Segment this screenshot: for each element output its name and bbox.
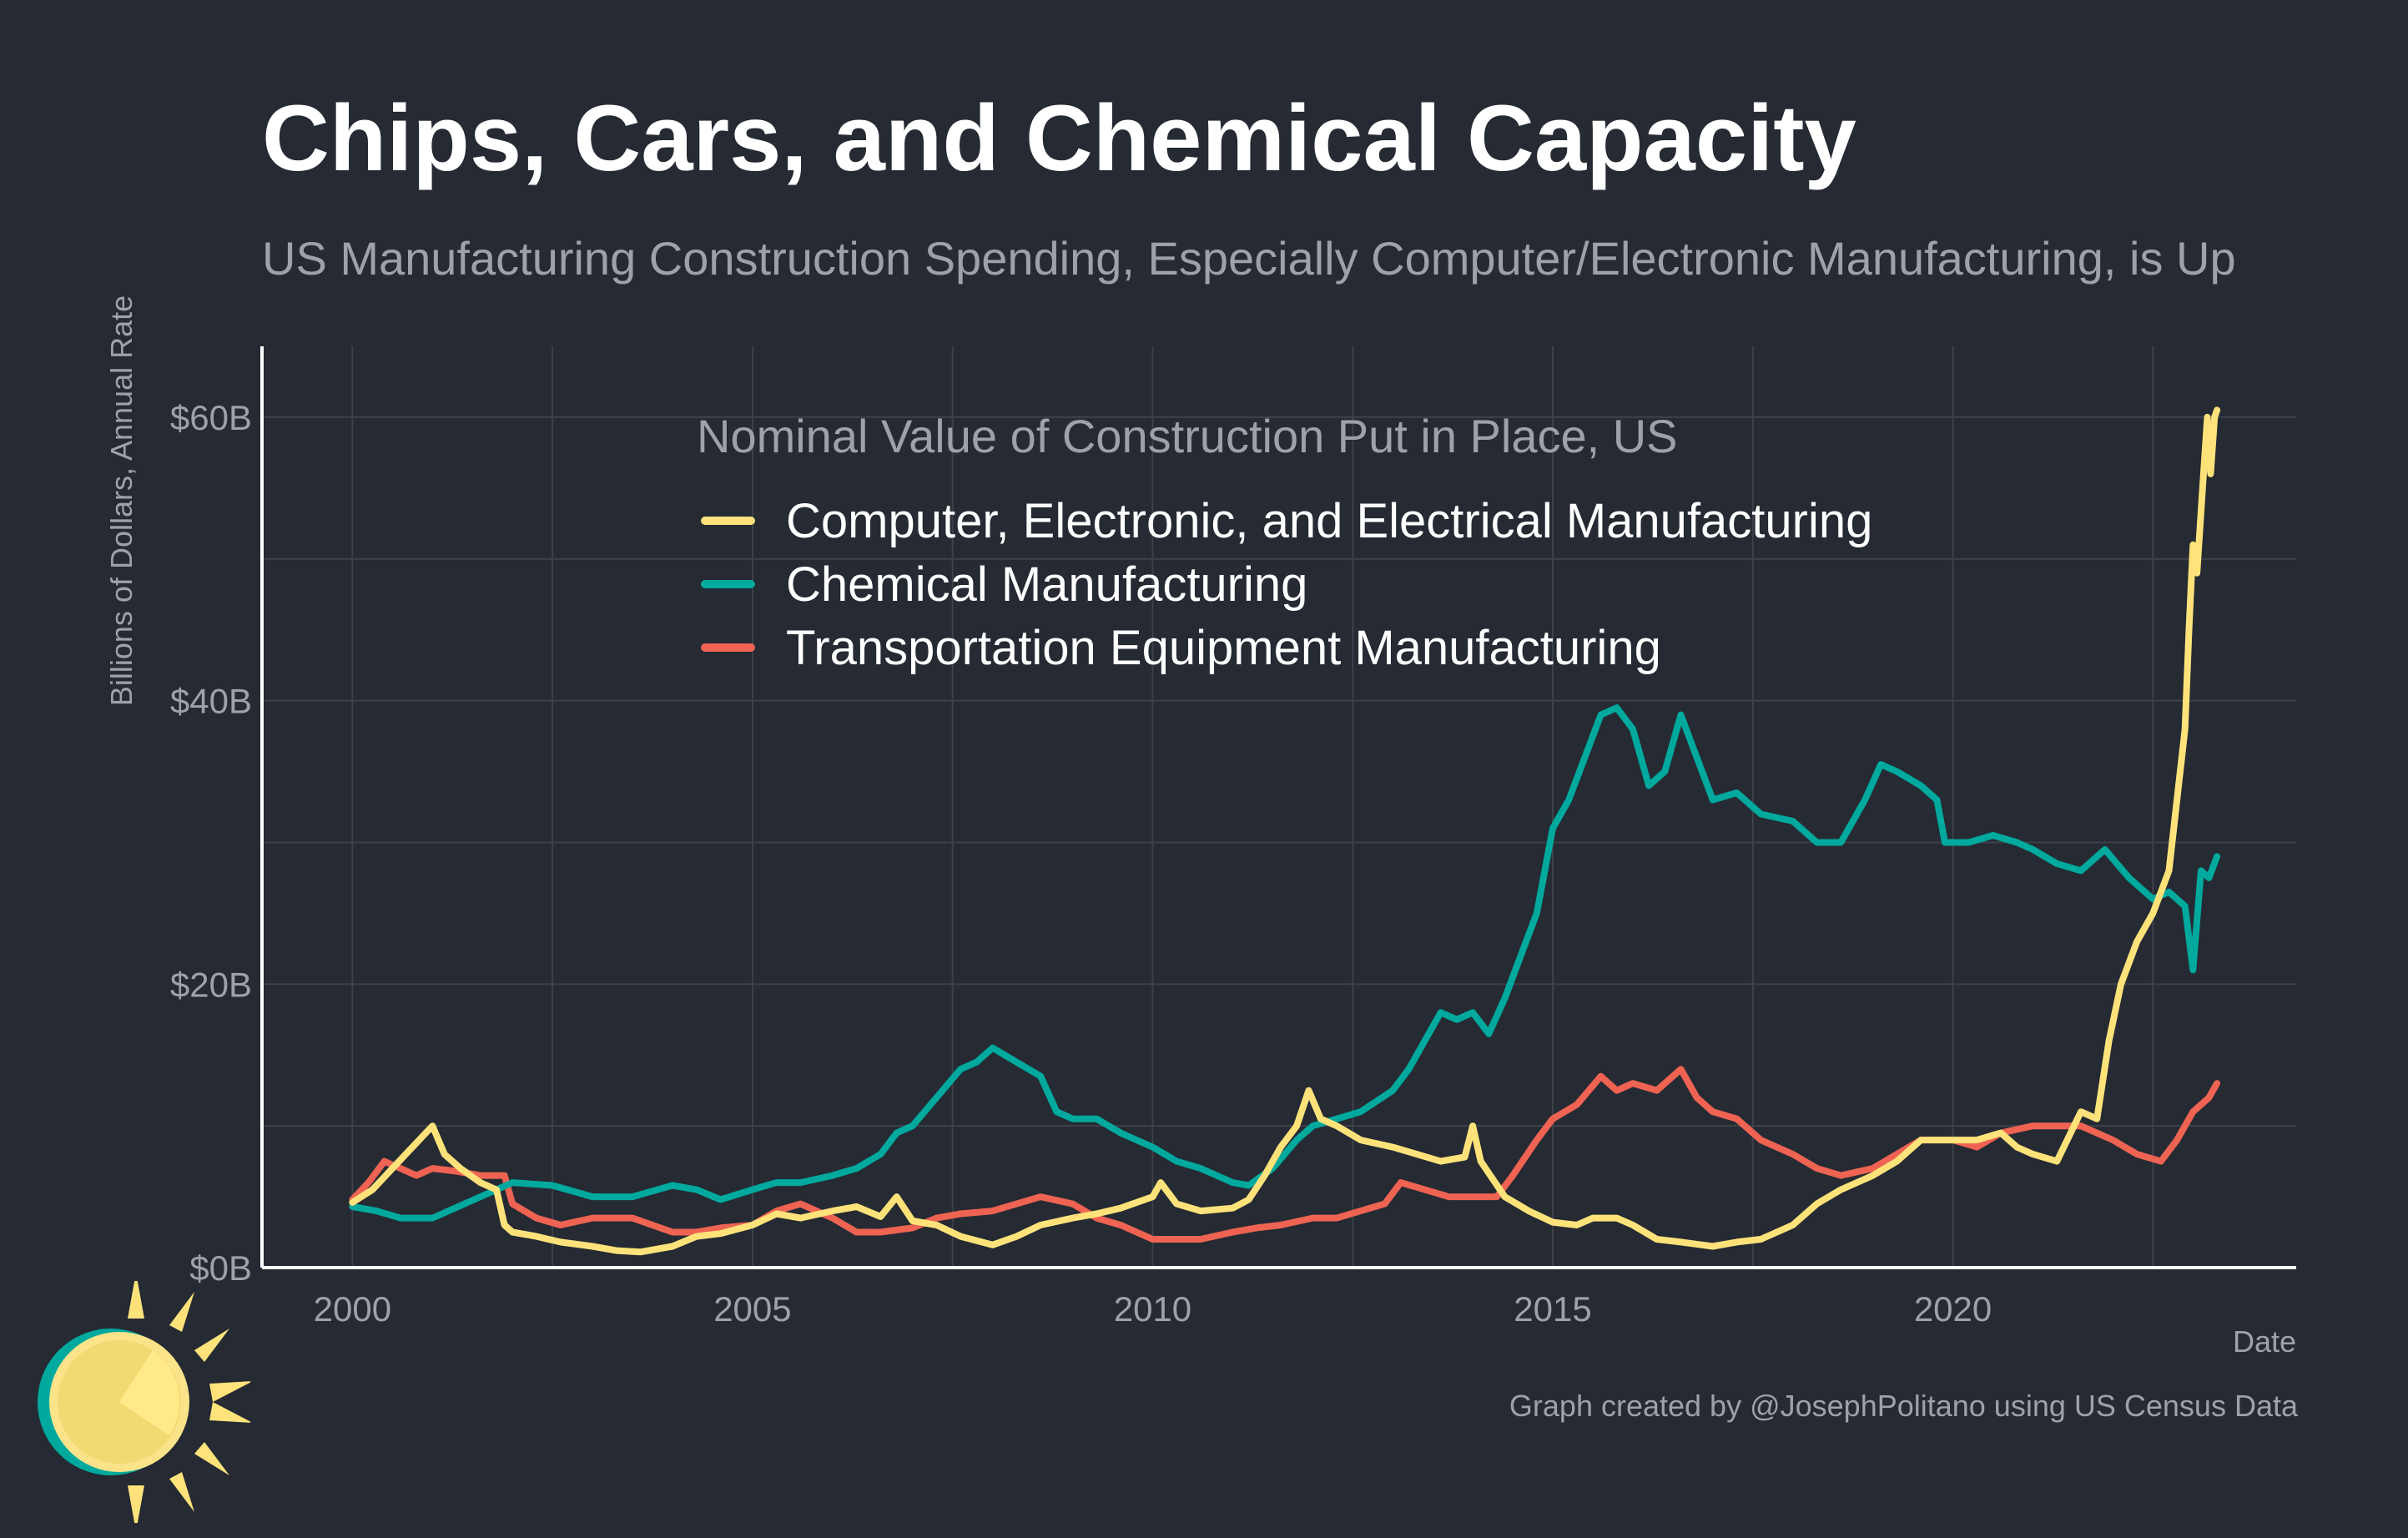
x-tick-label: 2005 (713, 1289, 791, 1329)
legend-label: Computer, Electronic, and Electrical Man… (786, 494, 1872, 548)
x-tick-label: 2020 (1914, 1289, 1992, 1329)
x-axis-label: Date (2233, 1324, 2296, 1359)
grid-lines (262, 346, 2296, 1268)
axes: 2000 2005 2010 2015 2020 $0B $20B $40B $60B (170, 346, 2296, 1329)
y-axis-label: Billions of Dollars, Annual Rate (104, 295, 139, 706)
legend-label: Chemical Manufacturing (786, 557, 1307, 612)
legend-label: Transportation Equipment Manufacturing (786, 621, 1661, 675)
series-lines (349, 406, 2221, 1256)
y-tick-label: $40B (170, 682, 252, 721)
legend-title: Nominal Value of Construction Put in Pla… (697, 410, 1678, 462)
series-line-computer (349, 406, 2221, 1256)
y-tick-label: $20B (170, 965, 252, 1004)
y-tick-label: $0B (189, 1248, 252, 1288)
x-tick-label: 2015 (1514, 1289, 1591, 1329)
sun-logo-icon (38, 1281, 250, 1523)
chart-subtitle: US Manufacturing Construction Spending, … (262, 232, 2236, 285)
x-tick-label: 2010 (1114, 1289, 1191, 1329)
chart-title: Chips, Cars, and Chemical Capacity (262, 86, 1856, 190)
legend: Nominal Value of Construction Put in Pla… (697, 410, 1872, 675)
x-tick-label: 2000 (314, 1289, 391, 1329)
series-line-chemical (349, 704, 2221, 1222)
source-caption: Graph created by @JosephPolitano using U… (1509, 1389, 2298, 1423)
y-tick-label: $60B (170, 398, 252, 437)
